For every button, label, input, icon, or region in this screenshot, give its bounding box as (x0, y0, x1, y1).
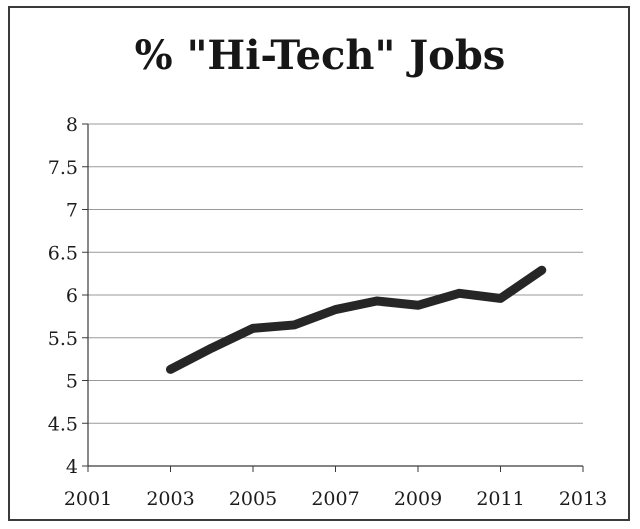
gridlines (88, 123, 583, 424)
x-tick-label: 2007 (311, 488, 359, 510)
y-tick-label: 5.5 (48, 328, 78, 350)
data-point (209, 346, 214, 351)
chart-title: % "Hi-Tech" Jobs (134, 32, 506, 79)
y-tick-label: 6 (66, 285, 78, 307)
y-tick-label: 6.5 (48, 242, 78, 264)
x-tick-label: 2009 (394, 488, 442, 510)
chart-frame (8, 6, 630, 521)
data-point (292, 322, 297, 327)
data-point (498, 296, 503, 301)
data-point (374, 298, 379, 303)
data-point (251, 326, 255, 331)
y-tick-label: 8 (66, 114, 78, 136)
x-tick-label: 2011 (476, 488, 524, 510)
y-tick-label: 7.5 (48, 157, 78, 179)
y-tick-label: 7 (66, 200, 78, 222)
y-tick-labels: 4 4.5 5 5.5 6 6.5 7 7.5 8 (48, 114, 78, 478)
series-group (166, 265, 547, 374)
data-point (168, 367, 173, 372)
x-tick-label: 2003 (146, 488, 194, 510)
x-tick-label: 2013 (559, 488, 607, 510)
series-line (166, 265, 547, 374)
axes (82, 123, 584, 472)
data-point (333, 307, 338, 312)
x-tick-label: 2001 (64, 488, 112, 510)
y-tick-label: 5 (66, 371, 78, 393)
x-tick-labels: 2001 2003 2005 2007 2009 2011 2013 (64, 488, 607, 510)
data-point (539, 268, 544, 273)
data-point (416, 303, 420, 308)
y-tick-label: 4 (66, 456, 78, 478)
x-tick-label: 2005 (229, 488, 277, 510)
data-point (457, 291, 462, 296)
y-tick-label: 4.5 (48, 413, 78, 435)
